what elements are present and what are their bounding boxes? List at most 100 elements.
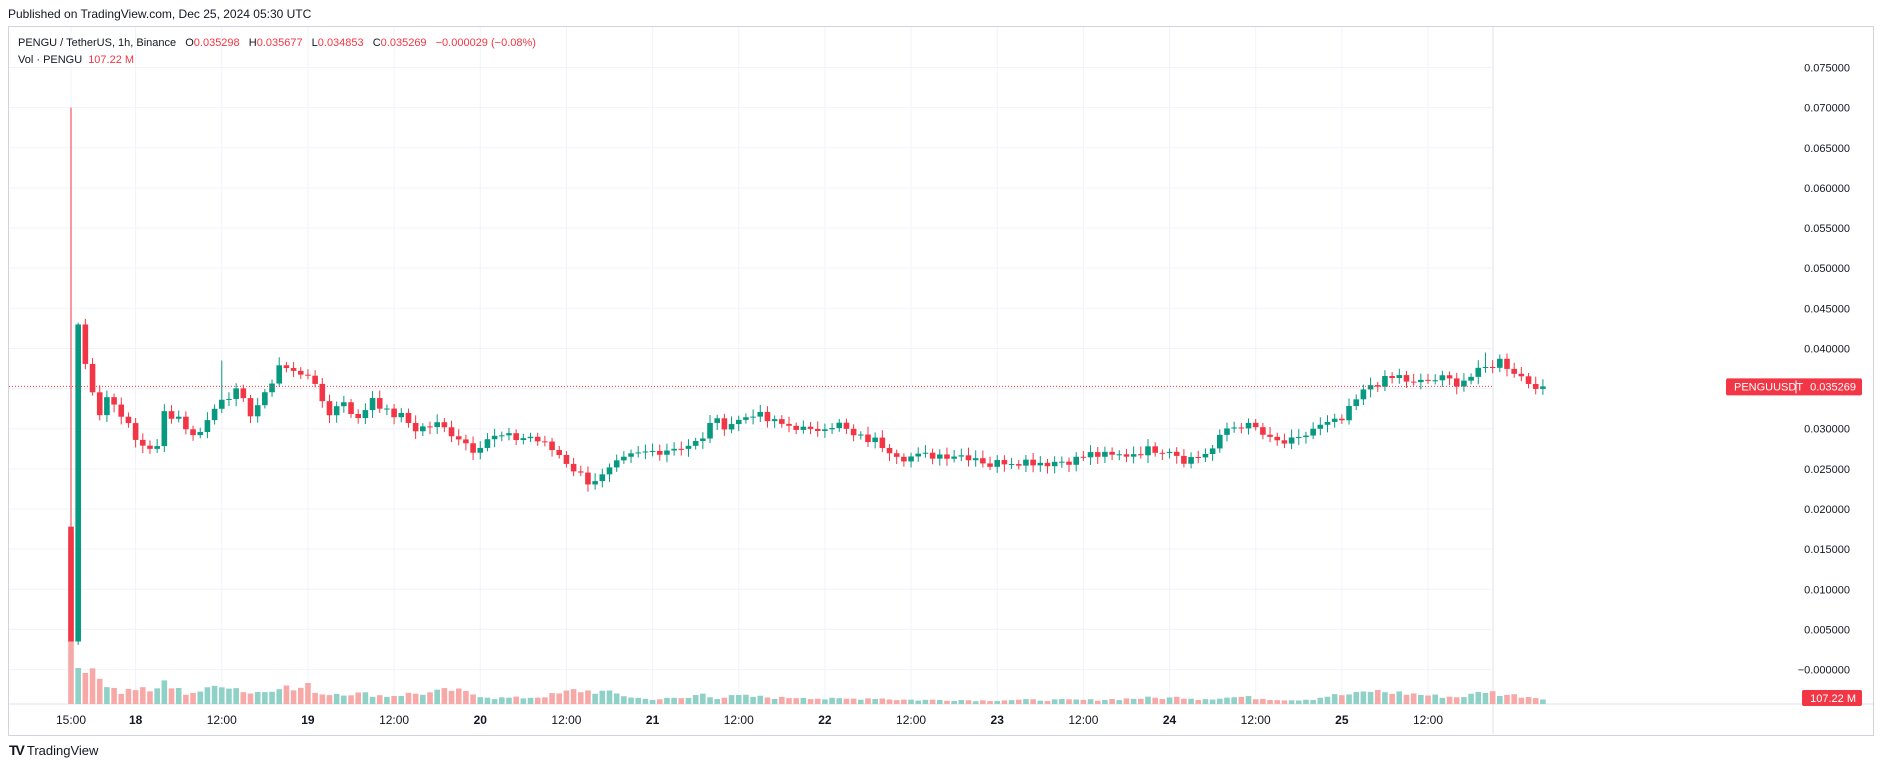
candle-body xyxy=(1051,461,1058,467)
candle-body xyxy=(147,445,153,449)
volume-bar xyxy=(1159,699,1166,704)
candle-body xyxy=(520,438,527,441)
volume-bar xyxy=(1482,692,1489,704)
candle-body xyxy=(1080,456,1087,458)
candle-body xyxy=(362,410,369,419)
candle-body xyxy=(226,398,232,400)
volume-bar xyxy=(764,697,771,704)
volume-bar xyxy=(649,699,656,704)
candle-body xyxy=(886,447,893,454)
candle-body xyxy=(1540,386,1546,389)
tradingview-logo[interactable]: TV TradingView xyxy=(9,742,98,758)
candle-body xyxy=(1317,424,1324,429)
candle-body xyxy=(175,416,182,419)
volume-bar xyxy=(829,697,835,704)
volume-bar xyxy=(341,695,347,704)
candle-body xyxy=(132,423,139,440)
candle-body xyxy=(685,445,692,449)
candle-body xyxy=(721,418,728,430)
candle-body xyxy=(829,428,835,430)
volume-bar xyxy=(276,689,283,704)
candle-body xyxy=(1295,437,1302,439)
candle-body xyxy=(628,453,634,457)
candle-body xyxy=(82,324,89,364)
volume-bar xyxy=(348,695,354,704)
volume-bar xyxy=(104,687,110,704)
candle-body xyxy=(1504,358,1510,369)
volume-bar xyxy=(491,699,498,704)
x-tick-label: 12:00 xyxy=(1241,713,1271,727)
candle-body xyxy=(606,467,613,475)
close-value: 0.035269 xyxy=(380,37,427,49)
volume-bar xyxy=(204,687,211,704)
low-value: 0.034853 xyxy=(317,37,364,49)
chart-frame[interactable] xyxy=(8,26,1874,736)
volume-bar xyxy=(1489,691,1496,704)
volume-bar xyxy=(254,691,261,704)
candle-body xyxy=(111,397,117,405)
published-caption: Published on TradingView.com, Dec 25, 20… xyxy=(8,7,312,21)
candle-body xyxy=(1166,451,1173,453)
candle-body xyxy=(448,427,455,437)
volume-bar xyxy=(190,692,196,704)
candle-body xyxy=(692,440,699,446)
x-tick-label: 18 xyxy=(129,713,143,727)
volume-bar xyxy=(1023,699,1029,704)
candle-body xyxy=(297,370,304,375)
candle-body xyxy=(1195,457,1202,459)
volume-bar xyxy=(707,697,713,704)
volume-bar xyxy=(1015,699,1022,704)
volume-bar xyxy=(240,692,247,704)
candle-body xyxy=(1173,451,1180,456)
candle-body xyxy=(592,481,598,485)
x-tick-label: 19 xyxy=(301,713,315,727)
volume-bar xyxy=(1540,699,1546,704)
candle-body xyxy=(1281,440,1288,444)
candle-body xyxy=(326,401,333,416)
volume-bar xyxy=(757,695,764,704)
volume-bar xyxy=(355,692,361,704)
volume-bar xyxy=(140,687,146,704)
x-tick-label: 21 xyxy=(646,713,660,727)
y-tick-label: 0.030000 xyxy=(1804,424,1850,436)
symbol-title[interactable]: PENGU / TetherUS, 1h, Binance xyxy=(18,37,177,49)
candle-body xyxy=(649,450,656,452)
candle-body xyxy=(534,436,541,442)
volume-bar xyxy=(147,691,153,704)
x-tick-label: 12:00 xyxy=(724,713,754,727)
candle-body xyxy=(125,416,132,424)
x-tick-label: 20 xyxy=(474,713,488,727)
candle-body xyxy=(276,365,283,384)
volume-bar xyxy=(793,698,799,704)
candle-body xyxy=(1252,422,1259,428)
volume-bar xyxy=(1080,699,1087,704)
candle-body xyxy=(735,419,742,425)
candle-body xyxy=(348,402,354,415)
volume-bar xyxy=(319,694,326,704)
volume-bar xyxy=(1317,697,1324,704)
volume-bar xyxy=(197,691,204,704)
volume-bar xyxy=(1446,696,1453,704)
candle-body xyxy=(1209,448,1216,454)
candle-body xyxy=(549,441,555,451)
last-price-tag xyxy=(1726,378,1862,396)
candle-body xyxy=(1418,379,1424,383)
candle-body xyxy=(1497,358,1503,368)
candle-body xyxy=(75,324,81,642)
volume-bar xyxy=(1504,694,1510,704)
volume-bar xyxy=(125,688,132,704)
candle-body xyxy=(1274,436,1281,441)
volume-bar xyxy=(779,696,785,704)
volume-bar xyxy=(958,700,965,704)
candle-body xyxy=(936,454,943,459)
volume-label[interactable]: Vol · PENGU xyxy=(18,54,83,66)
volume-bar xyxy=(1094,700,1101,704)
volume-bar xyxy=(1353,692,1360,704)
candle-body xyxy=(1087,452,1094,458)
volume-bar xyxy=(262,692,268,704)
candle-body xyxy=(233,388,239,399)
volume-bar xyxy=(226,688,232,704)
candle-body xyxy=(779,419,785,424)
candle-body xyxy=(599,474,606,482)
